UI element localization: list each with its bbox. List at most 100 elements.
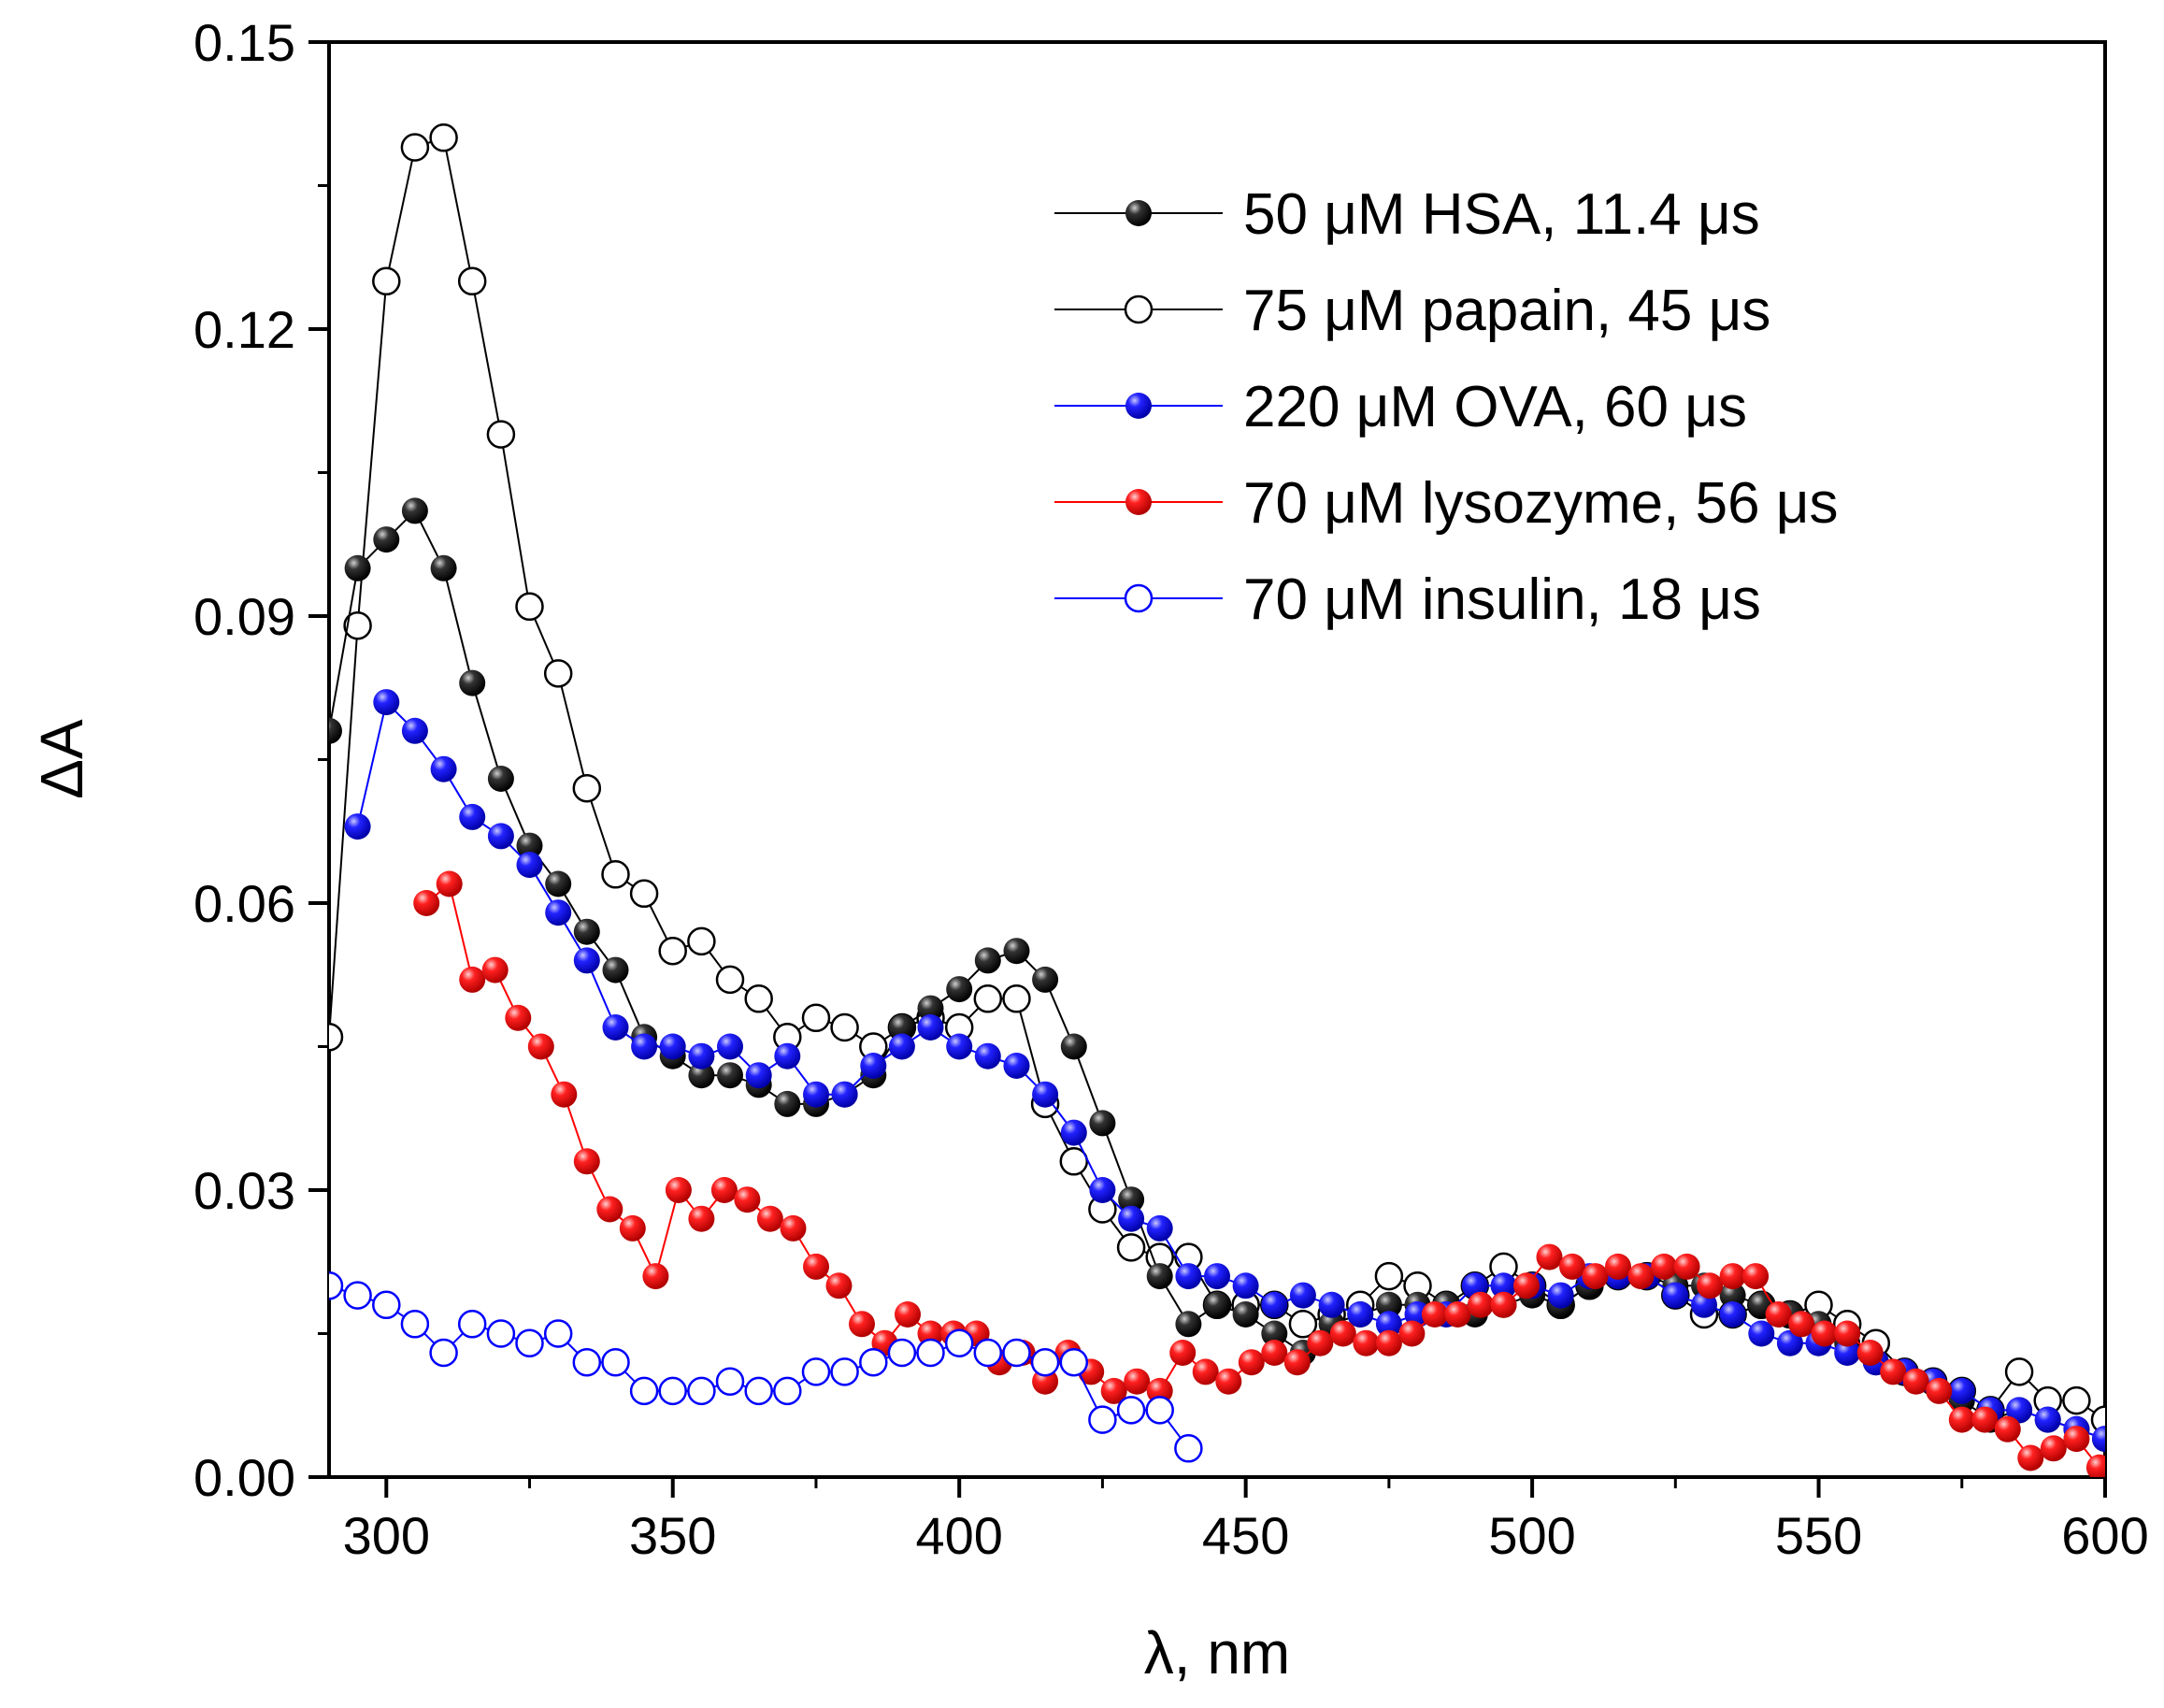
data-point: [1002, 984, 1031, 1013]
data-point: [1811, 1320, 1838, 1347]
data-point: [1719, 1263, 1746, 1290]
data-point: [1032, 966, 1059, 993]
data-point: [1398, 1320, 1426, 1347]
data-point: [1719, 1282, 1746, 1309]
data-point: [1742, 1263, 1770, 1290]
data-point: [1146, 1263, 1173, 1290]
data-point: [505, 1004, 532, 1031]
data-point: [1353, 1329, 1380, 1356]
data-point: [1375, 1311, 1402, 1338]
data-point: [527, 1033, 554, 1060]
data-point: [1375, 1291, 1402, 1318]
data-point: [1329, 1320, 1356, 1347]
data-point: [1856, 1340, 1884, 1366]
data-point: [629, 1376, 659, 1406]
data-point: [486, 1319, 516, 1348]
data-point: [1971, 1406, 1999, 1433]
data-point: [1765, 1301, 1792, 1328]
legend-label: 50 μM HSA, 11.4 μs: [1243, 182, 1760, 247]
data-point: [849, 1311, 875, 1338]
legend-label: 220 μM OVA, 60 μs: [1243, 375, 1747, 439]
data-point: [1834, 1320, 1861, 1347]
data-point: [572, 773, 602, 803]
x-tick-label: 450: [1202, 1506, 1289, 1565]
data-point: [917, 1014, 944, 1041]
x-tick-label: 400: [915, 1506, 1002, 1565]
data-point: [1513, 1272, 1540, 1299]
data-point: [1204, 1291, 1230, 1318]
data-point: [1146, 1214, 1173, 1242]
data-point: [973, 1338, 1003, 1368]
series-1: [329, 497, 2105, 1453]
data-point: [1582, 1263, 1609, 1290]
data-point: [619, 1214, 646, 1242]
data-point: [1089, 1110, 1116, 1137]
data-point: [1307, 1329, 1334, 1356]
data-point: [887, 1338, 917, 1368]
data-point: [1261, 1291, 1288, 1318]
data-point: [372, 1290, 401, 1320]
data-point: [329, 1023, 344, 1052]
x-tick-label: 500: [1488, 1506, 1575, 1565]
data-point: [1467, 1291, 1494, 1318]
data-point: [658, 936, 687, 966]
data-point: [1003, 938, 1030, 965]
data-point: [1003, 1053, 1030, 1079]
y-tick-label: 0.09: [193, 587, 295, 646]
data-point: [1116, 1396, 1146, 1425]
data-point: [1261, 1320, 1288, 1347]
data-point: [429, 1338, 458, 1368]
x-tick-label: 350: [629, 1506, 716, 1565]
data-point: [1776, 1329, 1803, 1356]
data-point: [373, 526, 400, 553]
data-point: [773, 1376, 802, 1406]
y-axis-title: ΔA: [28, 719, 95, 799]
data-point: [1627, 1263, 1655, 1290]
data-point: [2040, 1435, 2067, 1462]
data-point: [601, 860, 630, 889]
data-point: [1174, 1434, 1203, 1463]
data-point: [895, 1301, 921, 1328]
data-point: [1192, 1358, 1219, 1385]
data-point: [1559, 1253, 1585, 1280]
data-point: [1059, 1147, 1089, 1176]
data-point: [658, 1376, 687, 1406]
data-point: [1100, 1377, 1127, 1404]
data-point: [801, 1003, 831, 1033]
data-point: [344, 813, 371, 840]
data-point: [659, 1033, 686, 1060]
data-point: [1662, 1282, 1689, 1309]
x-axis-title: λ, nm: [1144, 1619, 1290, 1686]
data-point: [688, 1205, 715, 1232]
y-tick-label: 0.00: [193, 1448, 295, 1507]
x-tick-label: 300: [343, 1506, 430, 1565]
data-point: [642, 1263, 669, 1290]
legend-marker: [1124, 583, 1154, 613]
data-point: [343, 1281, 372, 1310]
data-point: [1834, 1340, 1861, 1366]
data-point: [888, 1014, 915, 1041]
data-point: [515, 1328, 544, 1357]
data-point: [457, 266, 487, 296]
data-point: [400, 133, 430, 162]
data-point: [916, 1338, 945, 1368]
data-point: [717, 1033, 743, 1060]
data-point: [1215, 1368, 1242, 1395]
data-point: [459, 803, 486, 830]
data-point: [830, 1012, 859, 1042]
data-point: [1374, 1261, 1404, 1291]
data-point: [1116, 1233, 1146, 1262]
data-point: [459, 669, 486, 696]
data-point: [780, 1214, 807, 1242]
data-point: [516, 832, 543, 859]
data-point: [1948, 1377, 1975, 1404]
data-point: [830, 1357, 859, 1386]
data-point: [573, 947, 600, 974]
data-point: [1536, 1243, 1563, 1270]
data-point: [1673, 1253, 1700, 1280]
data-point: [688, 1042, 715, 1069]
y-tick-label: 0.03: [193, 1161, 295, 1220]
data-point: [1547, 1282, 1574, 1309]
data-point: [2034, 1406, 2061, 1433]
